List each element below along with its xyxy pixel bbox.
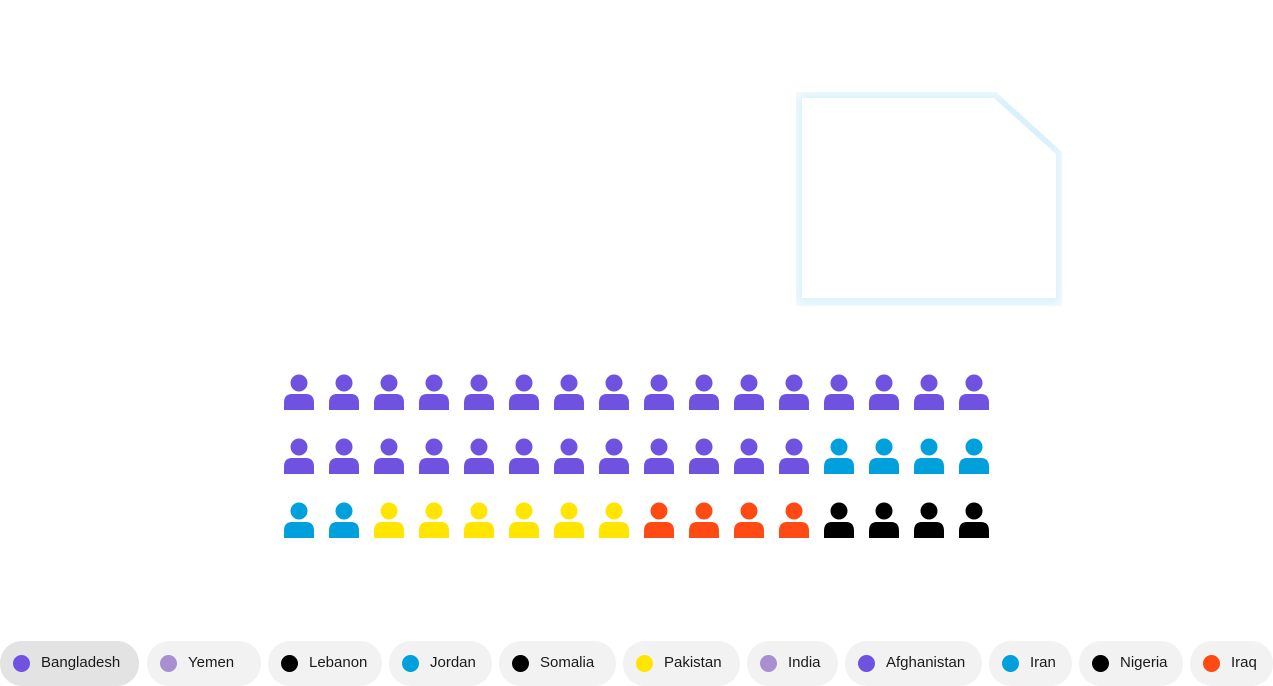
- legend-label: Yemen: [188, 654, 235, 671]
- legend-item-afghanistan[interactable]: Afghanistan: [845, 641, 982, 686]
- person-icon[interactable]: [419, 502, 449, 539]
- person-icon[interactable]: [554, 438, 584, 475]
- legend-swatch: [858, 655, 875, 672]
- legend-swatch: [281, 655, 298, 672]
- person-icon[interactable]: [599, 502, 629, 539]
- person-icon[interactable]: [329, 438, 359, 475]
- legend-item-nigeria[interactable]: Nigeria: [1079, 641, 1183, 686]
- legend-label: Jordan: [430, 654, 476, 671]
- legend-label: India: [788, 654, 821, 671]
- person-icon[interactable]: [509, 374, 539, 411]
- person-icon[interactable]: [419, 438, 449, 475]
- person-icon[interactable]: [464, 374, 494, 411]
- person-icon[interactable]: [599, 438, 629, 475]
- legend-label: Iran: [1030, 654, 1056, 671]
- legend-swatch: [1203, 655, 1220, 672]
- legend-item-jordan[interactable]: Jordan: [389, 641, 492, 686]
- person-icon[interactable]: [959, 374, 989, 411]
- legend-swatch: [760, 655, 777, 672]
- person-icon[interactable]: [509, 502, 539, 539]
- legend-label: Bangladesh: [41, 654, 121, 671]
- person-icon[interactable]: [599, 374, 629, 411]
- legend-item-iran[interactable]: Iran: [989, 641, 1072, 686]
- legend: Bangladesh Yemen Lebanon Jordan Somalia Pakis…: [0, 641, 1273, 686]
- legend-item-lebanon[interactable]: Lebanon: [268, 641, 382, 686]
- legend-swatch: [636, 655, 653, 672]
- person-icon[interactable]: [824, 374, 854, 411]
- legend-label: Iraq: [1231, 654, 1257, 671]
- person-icon[interactable]: [914, 374, 944, 411]
- person-icon[interactable]: [734, 374, 764, 411]
- legend-swatch: [1002, 655, 1019, 672]
- person-icon[interactable]: [869, 374, 899, 411]
- person-icon[interactable]: [329, 502, 359, 539]
- person-icon[interactable]: [914, 502, 944, 539]
- person-icon[interactable]: [374, 438, 404, 475]
- person-icon[interactable]: [644, 374, 674, 411]
- person-icon[interactable]: [554, 374, 584, 411]
- legend-item-somalia[interactable]: Somalia: [499, 641, 616, 686]
- person-icon[interactable]: [284, 438, 314, 475]
- person-icon[interactable]: [734, 438, 764, 475]
- person-icon[interactable]: [959, 438, 989, 475]
- person-icon[interactable]: [824, 502, 854, 539]
- legend-swatch: [1092, 655, 1109, 672]
- person-icon[interactable]: [374, 374, 404, 411]
- person-icon[interactable]: [734, 502, 764, 539]
- legend-item-yemen[interactable]: Yemen: [147, 641, 261, 686]
- person-icon[interactable]: [779, 374, 809, 411]
- person-icon[interactable]: [689, 502, 719, 539]
- person-icon[interactable]: [779, 438, 809, 475]
- person-icon[interactable]: [419, 374, 449, 411]
- legend-swatch: [402, 655, 419, 672]
- legend-label: Lebanon: [309, 654, 368, 671]
- tooltip-card: [802, 98, 1056, 298]
- person-icon[interactable]: [284, 502, 314, 539]
- person-icon[interactable]: [509, 438, 539, 475]
- legend-item-pakistan[interactable]: Pakistan: [623, 641, 740, 686]
- legend-label: Afghanistan: [886, 654, 966, 671]
- person-icon[interactable]: [689, 374, 719, 411]
- person-icon[interactable]: [689, 438, 719, 475]
- person-icon[interactable]: [644, 438, 674, 475]
- legend-swatch: [13, 655, 30, 672]
- person-icon[interactable]: [554, 502, 584, 539]
- person-icon[interactable]: [959, 502, 989, 539]
- person-icon[interactable]: [779, 502, 809, 539]
- person-icon[interactable]: [464, 438, 494, 475]
- person-icon[interactable]: [329, 374, 359, 411]
- person-icon[interactable]: [869, 438, 899, 475]
- legend-label: Nigeria: [1120, 654, 1168, 671]
- legend-item-bangladesh[interactable]: Bangladesh: [0, 641, 139, 686]
- legend-label: Pakistan: [664, 654, 722, 671]
- person-icon[interactable]: [869, 502, 899, 539]
- legend-item-iraq[interactable]: Iraq: [1190, 641, 1273, 686]
- person-icon[interactable]: [374, 502, 404, 539]
- person-icon[interactable]: [914, 438, 944, 475]
- legend-item-india[interactable]: India: [747, 641, 838, 686]
- person-icon[interactable]: [824, 438, 854, 475]
- legend-swatch: [160, 655, 177, 672]
- person-icon[interactable]: [644, 502, 674, 539]
- person-icon[interactable]: [464, 502, 494, 539]
- legend-label: Somalia: [540, 654, 595, 671]
- legend-swatch: [512, 655, 529, 672]
- person-icon[interactable]: [284, 374, 314, 411]
